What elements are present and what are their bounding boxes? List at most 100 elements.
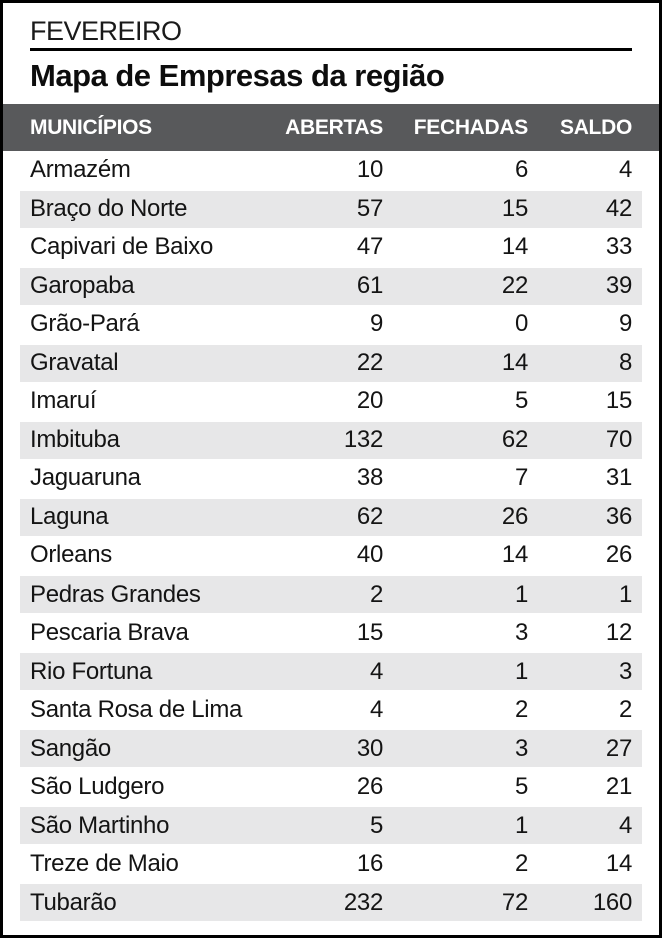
table-row: Imaruí 20 5 15 bbox=[20, 382, 642, 421]
value-cell: 72 bbox=[383, 882, 528, 923]
value-cell: 21 bbox=[605, 772, 632, 800]
value-cell: 26 bbox=[356, 772, 383, 800]
table-row: Garopaba 61 22 39 bbox=[20, 265, 642, 306]
value-cell: 20 bbox=[356, 387, 383, 415]
value-cell: 4 bbox=[618, 155, 632, 183]
table-row: Pescaria Brava 15 3 12 bbox=[20, 614, 642, 653]
value-cell: 1 bbox=[383, 805, 528, 846]
column-header-fechadas: FECHADAS bbox=[413, 115, 529, 139]
value-cell: 2 bbox=[514, 849, 528, 877]
value-cell: 38 bbox=[356, 464, 383, 492]
column-header-municipios: MUNICÍPIOS bbox=[30, 115, 152, 139]
value-cell: 2 bbox=[514, 695, 528, 723]
table-row: Jaguaruna 38 7 31 bbox=[20, 459, 642, 498]
municipality-cell: Santa Rosa de Lima bbox=[30, 695, 243, 723]
table-row: Orleans 40 14 26 bbox=[20, 536, 642, 575]
month-label: FEVEREIRO bbox=[30, 16, 182, 46]
table-row: Sangão 30 3 27 bbox=[20, 728, 642, 769]
table-row: Tubarão 232 72 160 bbox=[20, 882, 642, 923]
value-cell: 14 bbox=[501, 541, 528, 569]
value-cell: 27 bbox=[528, 728, 642, 769]
value-cell: 26 bbox=[605, 541, 632, 569]
municipality-cell: Pescaria Brava bbox=[30, 618, 189, 646]
column-header-abertas: ABERTAS bbox=[285, 115, 383, 139]
value-cell: 22 bbox=[280, 342, 383, 383]
municipality-cell: Treze de Maio bbox=[30, 849, 179, 877]
table-row: Laguna 62 26 36 bbox=[20, 496, 642, 537]
value-cell: 15 bbox=[356, 618, 383, 646]
municipality-cell: Tubarão bbox=[20, 882, 280, 923]
value-cell: 14 bbox=[605, 849, 632, 877]
table-row: Gravatal 22 14 8 bbox=[20, 342, 642, 383]
value-cell: 1 bbox=[383, 651, 528, 692]
value-cell: 6 bbox=[514, 155, 528, 183]
municipality-cell: Laguna bbox=[20, 496, 280, 537]
value-cell: 12 bbox=[605, 618, 632, 646]
municipality-cell: Garopaba bbox=[20, 265, 280, 306]
municipality-cell: São Ludgero bbox=[30, 772, 165, 800]
value-cell: 22 bbox=[383, 265, 528, 306]
value-cell: 3 bbox=[514, 618, 528, 646]
municipality-cell: Gravatal bbox=[20, 342, 280, 383]
value-cell: 5 bbox=[514, 387, 528, 415]
value-cell: 47 bbox=[356, 233, 383, 261]
table-row: Rio Fortuna 4 1 3 bbox=[20, 651, 642, 692]
table-row: Treze de Maio 16 2 14 bbox=[20, 845, 642, 884]
table-row: Santa Rosa de Lima 4 2 2 bbox=[20, 691, 642, 730]
table-row: Grão-Pará 9 0 9 bbox=[20, 305, 642, 344]
value-cell: 4 bbox=[280, 651, 383, 692]
value-cell: 232 bbox=[280, 882, 383, 923]
value-cell: 31 bbox=[605, 464, 632, 492]
table-row: São Ludgero 26 5 21 bbox=[20, 768, 642, 807]
value-cell: 8 bbox=[528, 342, 642, 383]
municipality-cell: Capivari de Baixo bbox=[30, 233, 213, 261]
municipality-cell: Pedras Grandes bbox=[20, 574, 280, 615]
title-divider bbox=[30, 48, 632, 51]
municipality-cell: Orleans bbox=[30, 541, 112, 569]
value-cell: 39 bbox=[528, 265, 642, 306]
municipality-cell: Rio Fortuna bbox=[20, 651, 280, 692]
value-cell: 9 bbox=[618, 310, 632, 338]
table-row: Armazém 10 6 4 bbox=[20, 151, 642, 190]
value-cell: 2 bbox=[280, 574, 383, 615]
value-cell: 62 bbox=[280, 496, 383, 537]
value-cell: 10 bbox=[356, 155, 383, 183]
value-cell: 16 bbox=[356, 849, 383, 877]
value-cell: 36 bbox=[528, 496, 642, 537]
value-cell: 15 bbox=[605, 387, 632, 415]
value-cell: 1 bbox=[383, 574, 528, 615]
table-row: Capivari de Baixo 47 14 33 bbox=[20, 228, 642, 267]
value-cell: 2 bbox=[618, 695, 632, 723]
value-cell: 40 bbox=[356, 541, 383, 569]
municipality-cell: Grão-Pará bbox=[30, 310, 140, 338]
municipality-cell: Sangão bbox=[20, 728, 280, 769]
municipality-cell: Imaruí bbox=[30, 387, 97, 415]
municipality-cell: Braço do Norte bbox=[20, 188, 280, 229]
value-cell: 14 bbox=[383, 342, 528, 383]
value-cell: 14 bbox=[501, 233, 528, 261]
value-cell: 160 bbox=[528, 882, 642, 923]
value-cell: 57 bbox=[280, 188, 383, 229]
municipality-cell: Jaguaruna bbox=[30, 464, 141, 492]
municipality-cell: São Martinho bbox=[20, 805, 280, 846]
value-cell: 5 bbox=[280, 805, 383, 846]
value-cell: 7 bbox=[514, 464, 528, 492]
value-cell: 62 bbox=[383, 419, 528, 460]
value-cell: 4 bbox=[528, 805, 642, 846]
value-cell: 3 bbox=[528, 651, 642, 692]
value-cell: 33 bbox=[605, 233, 632, 261]
municipality-cell: Armazém bbox=[30, 155, 131, 183]
table-row: Pedras Grandes 2 1 1 bbox=[20, 574, 642, 615]
value-cell: 70 bbox=[528, 419, 642, 460]
value-cell: 1 bbox=[528, 574, 642, 615]
value-cell: 9 bbox=[369, 310, 383, 338]
value-cell: 132 bbox=[280, 419, 383, 460]
value-cell: 30 bbox=[280, 728, 383, 769]
column-header-saldo: SALDO bbox=[559, 115, 632, 139]
value-cell: 26 bbox=[383, 496, 528, 537]
table-header-bar: MUNICÍPIOS ABERTAS FECHADAS SALDO bbox=[3, 104, 659, 151]
table-header-row: MUNICÍPIOS ABERTAS FECHADAS SALDO bbox=[20, 116, 642, 140]
table-row: Braço do Norte 57 15 42 bbox=[20, 188, 642, 229]
municipalities-table: Armazém 10 6 4 Braço do Norte 57 15 42 Capivari … bbox=[20, 151, 642, 923]
